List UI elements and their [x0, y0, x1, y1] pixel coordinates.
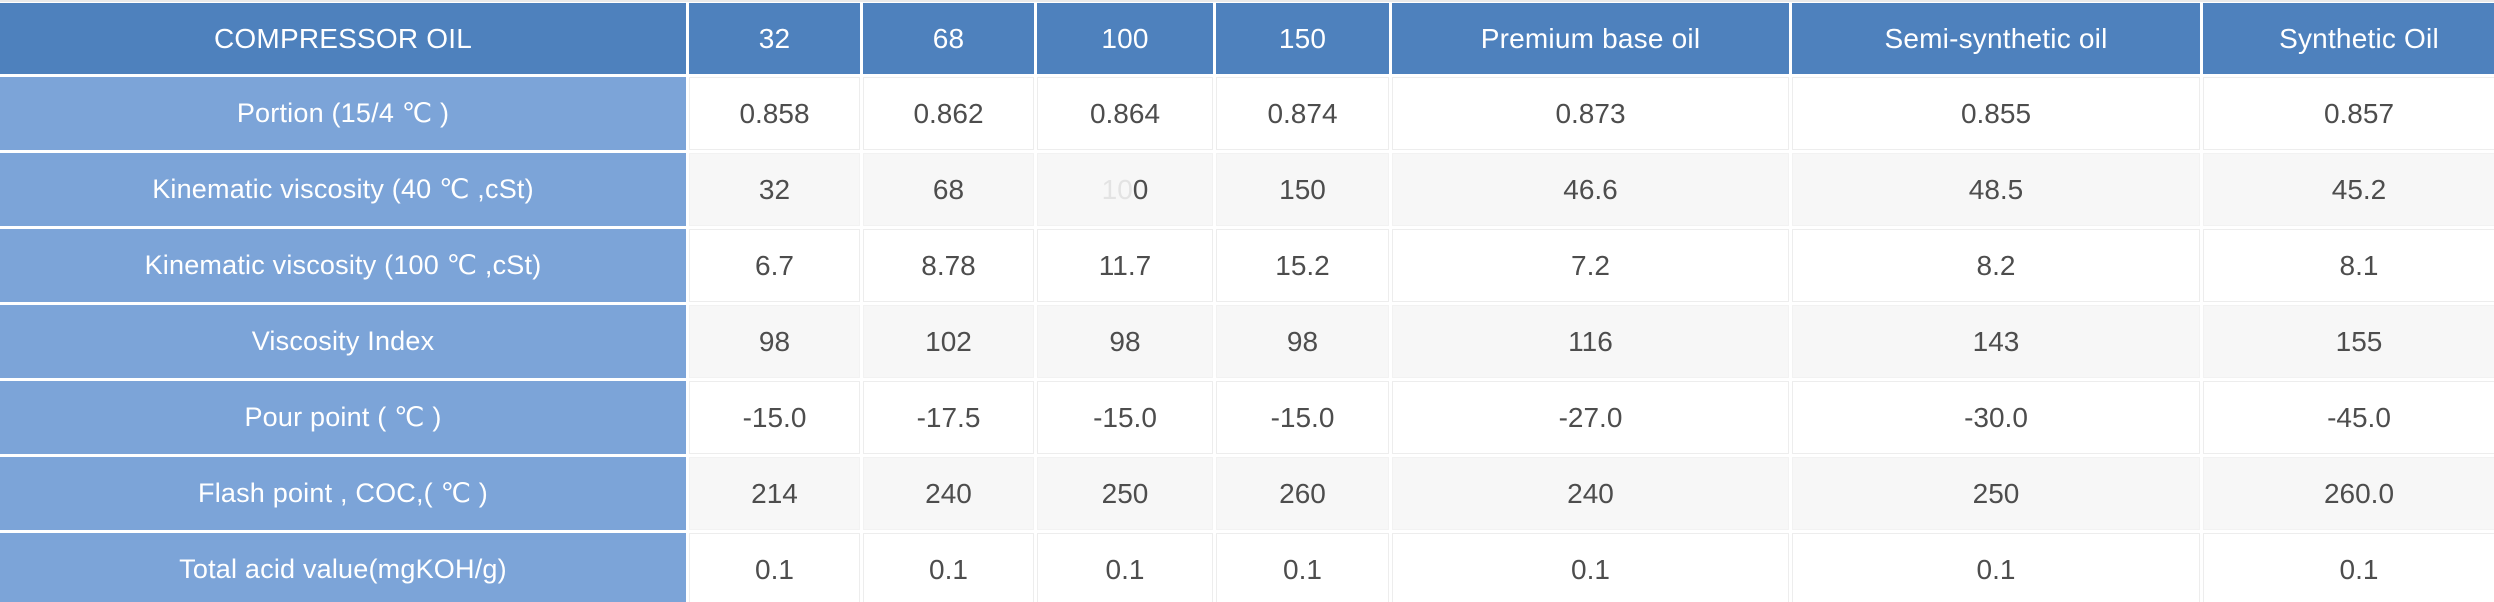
- column-header: 32: [689, 3, 860, 74]
- column-header: Synthetic Oil: [2203, 3, 2494, 74]
- data-cell: 0.1: [1392, 533, 1789, 602]
- table-row: Kinematic viscosity (40 ℃ ,cSt) 32 68 100 15…: [0, 153, 2494, 226]
- header-row: COMPRESSOR OIL 32 68 100 150 Premium base oil…: [0, 3, 2494, 74]
- data-cell: 98: [1216, 305, 1389, 378]
- data-cell: 0.1: [689, 533, 860, 602]
- column-header: 150: [1216, 3, 1389, 74]
- row-label: Portion (15/4 ℃ ): [0, 77, 686, 150]
- data-cell: 102: [863, 305, 1034, 378]
- cell-text: 0: [1132, 173, 1149, 205]
- data-cell: -27.0: [1392, 381, 1789, 454]
- data-cell: 116: [1392, 305, 1789, 378]
- table-row: Viscosity Index 98 102 98 98 116 143 155: [0, 305, 2494, 378]
- data-cell: 0.862: [863, 77, 1034, 150]
- data-cell: -15.0: [689, 381, 860, 454]
- row-label: Flash point , COC,( ℃ ): [0, 457, 686, 530]
- data-cell: 0.1: [1037, 533, 1213, 602]
- table-row: Portion (15/4 ℃ ) 0.858 0.862 0.864 0.874 0.8…: [0, 77, 2494, 150]
- data-cell: 260: [1216, 457, 1389, 530]
- data-cell: -15.0: [1216, 381, 1389, 454]
- data-cell: 0.1: [863, 533, 1034, 602]
- data-cell: 240: [863, 457, 1034, 530]
- row-label: Pour point ( ℃ ): [0, 381, 686, 454]
- top-divider: [0, 0, 2494, 2]
- data-cell: 8.78: [863, 229, 1034, 302]
- data-cell: 11.7: [1037, 229, 1213, 302]
- data-cell: 48.5: [1792, 153, 2200, 226]
- data-cell: 68: [863, 153, 1034, 226]
- data-cell: 46.6: [1392, 153, 1789, 226]
- data-cell: -30.0: [1792, 381, 2200, 454]
- table-row: Total acid value(mgKOH/g) 0.1 0.1 0.1 0.1 0.1…: [0, 533, 2494, 602]
- column-header: Semi-synthetic oil: [1792, 3, 2200, 74]
- table-row: Flash point , COC,( ℃ ) 214 240 250 260 240 25…: [0, 457, 2494, 530]
- data-cell: 45.2: [2203, 153, 2494, 226]
- data-cell: 15.2: [1216, 229, 1389, 302]
- data-cell: 98: [689, 305, 860, 378]
- faint-text: 10: [1101, 173, 1133, 205]
- data-cell: -15.0: [1037, 381, 1213, 454]
- data-cell: 214: [689, 457, 860, 530]
- row-label: Kinematic viscosity (40 ℃ ,cSt): [0, 153, 686, 226]
- data-cell: 8.2: [1792, 229, 2200, 302]
- row-label: Kinematic viscosity (100 ℃ ,cSt): [0, 229, 686, 302]
- row-label: Total acid value(mgKOH/g): [0, 533, 686, 602]
- data-cell: -17.5: [863, 381, 1034, 454]
- data-cell: 7.2: [1392, 229, 1789, 302]
- data-cell: 0.1: [1216, 533, 1389, 602]
- column-header: 68: [863, 3, 1034, 74]
- table-row: Kinematic viscosity (100 ℃ ,cSt) 6.7 8.78 1…: [0, 229, 2494, 302]
- data-cell: 0.857: [2203, 77, 2494, 150]
- table-body: Portion (15/4 ℃ ) 0.858 0.862 0.864 0.874 0.8…: [0, 77, 2494, 602]
- data-cell: 0.858: [689, 77, 860, 150]
- data-cell: 250: [1037, 457, 1213, 530]
- data-cell: 98: [1037, 305, 1213, 378]
- data-cell: 143: [1792, 305, 2200, 378]
- data-cell: 250: [1792, 457, 2200, 530]
- column-header: 100: [1037, 3, 1213, 74]
- table-header: COMPRESSOR OIL 32 68 100 150 Premium base oil…: [0, 3, 2494, 74]
- row-label: Viscosity Index: [0, 305, 686, 378]
- data-cell: 0.1: [2203, 533, 2494, 602]
- column-header: Premium base oil: [1392, 3, 1789, 74]
- data-cell: 0.1: [1792, 533, 2200, 602]
- data-cell: 0.855: [1792, 77, 2200, 150]
- data-cell: 260.0: [2203, 457, 2494, 530]
- data-cell: 0.874: [1216, 77, 1389, 150]
- data-cell: 0.864: [1037, 77, 1213, 150]
- table-row: Pour point ( ℃ ) -15.0 -17.5 -15.0 -15.0 -27.…: [0, 381, 2494, 454]
- data-cell: -45.0: [2203, 381, 2494, 454]
- table-title-cell: COMPRESSOR OIL: [0, 3, 686, 74]
- data-cell: 6.7: [689, 229, 860, 302]
- data-cell: 150: [1216, 153, 1389, 226]
- data-cell: 240: [1392, 457, 1789, 530]
- data-cell: 8.1: [2203, 229, 2494, 302]
- data-cell: 0.873: [1392, 77, 1789, 150]
- data-cell: 155: [2203, 305, 2494, 378]
- data-cell: 100: [1037, 153, 1213, 226]
- data-cell: 32: [689, 153, 860, 226]
